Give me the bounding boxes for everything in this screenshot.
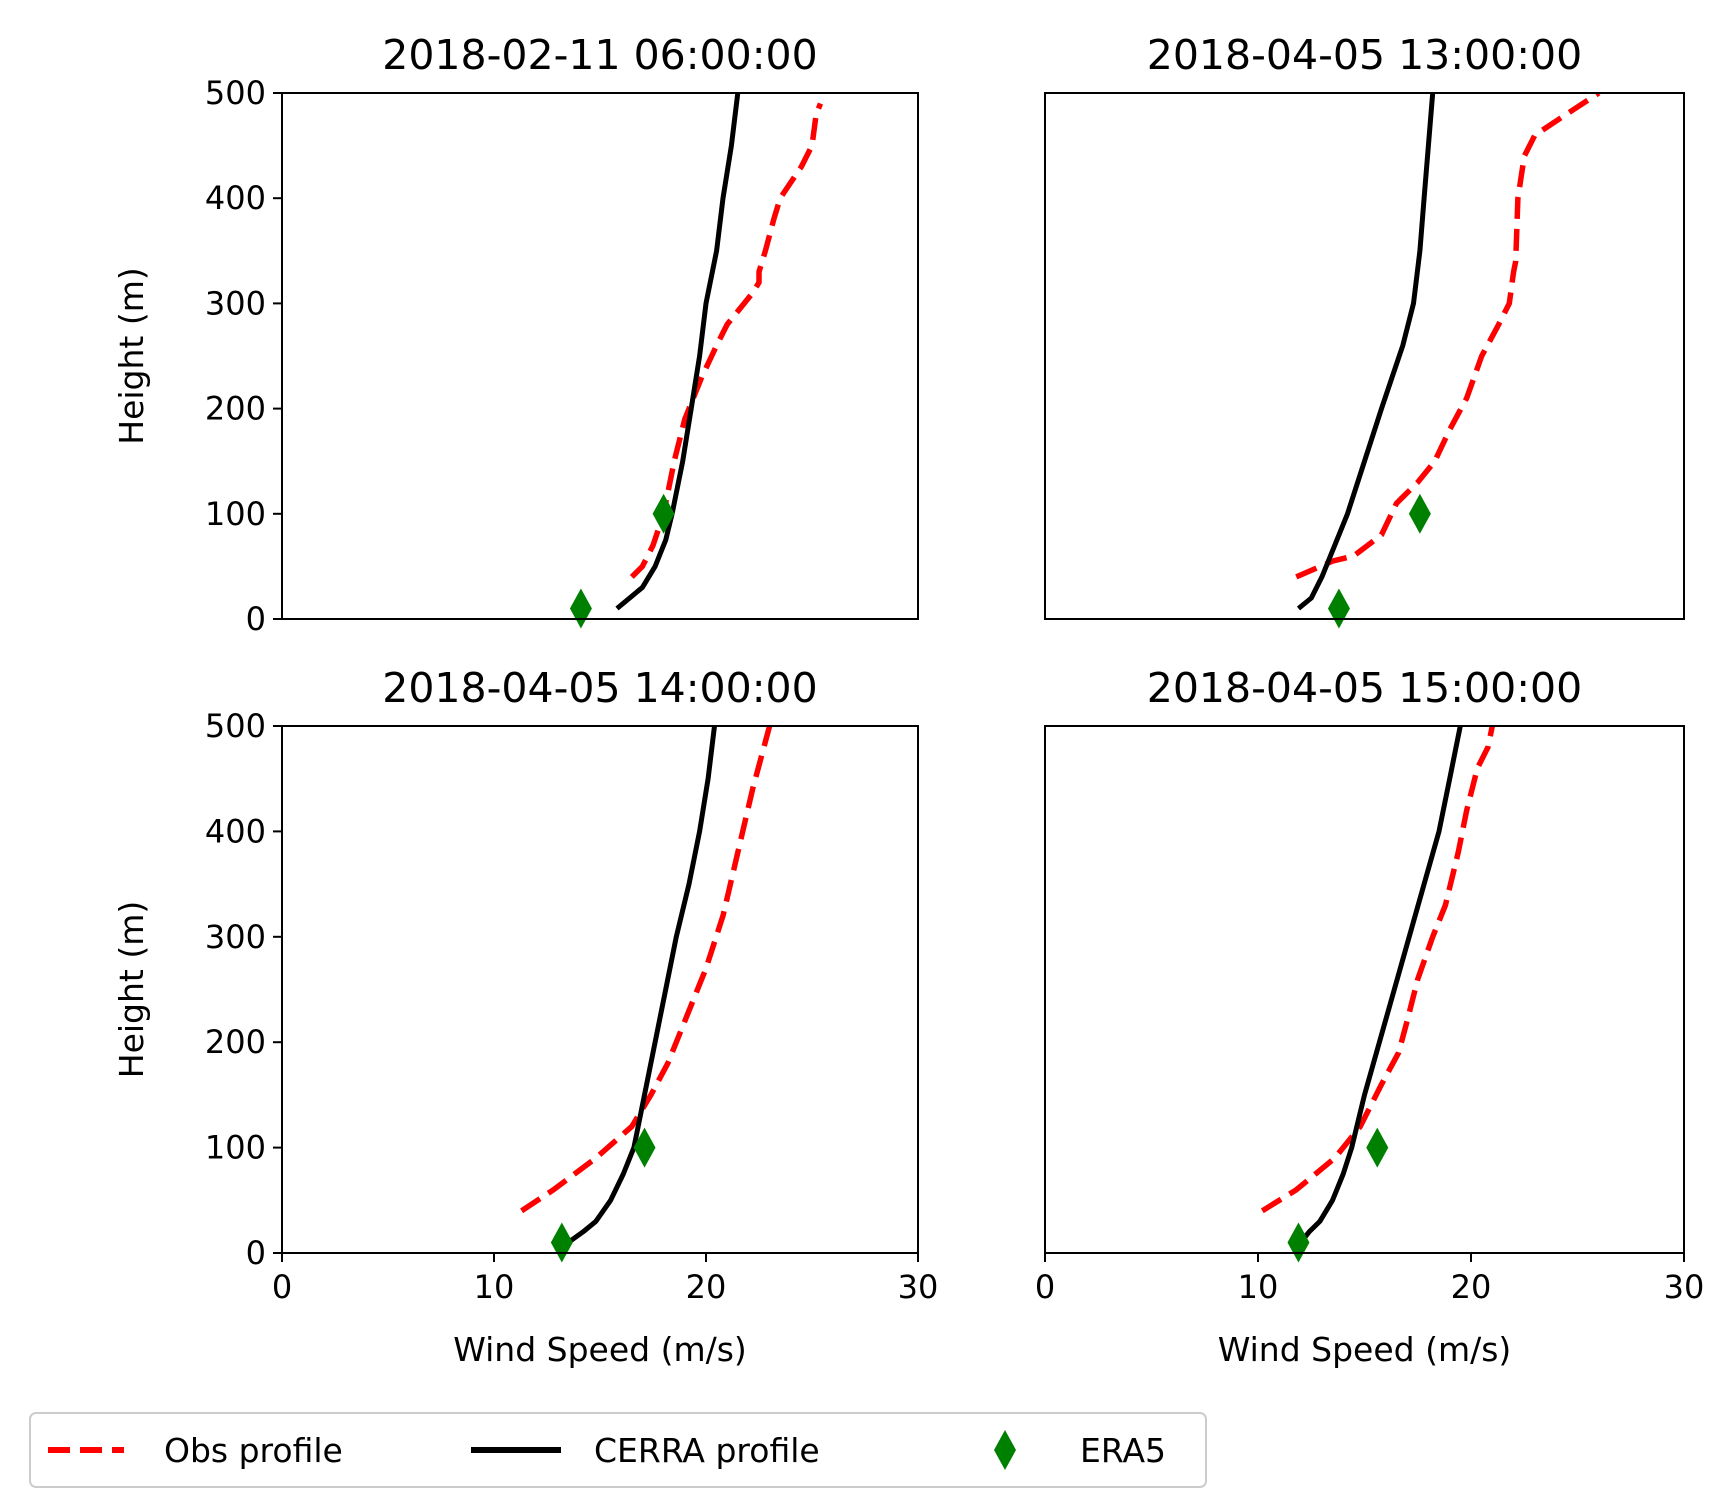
x-axis-label: Wind Speed (m/s) xyxy=(1218,1330,1512,1369)
y-tick-label: 300 xyxy=(205,918,266,956)
y-tick-label: 400 xyxy=(205,812,266,850)
subplot-2: 2018-04-05 13:00:00 xyxy=(1044,31,1685,629)
legend-era5-label: ERA5 xyxy=(1080,1431,1166,1470)
subplot-4: 2018-04-05 15:00:00 0 10 20 30 Wind Speed (m/… xyxy=(1035,664,1705,1369)
x-tick-label: 0 xyxy=(272,1268,292,1306)
cerra-profile-line xyxy=(615,93,741,611)
legend-frame xyxy=(29,1412,1207,1488)
x-tick-label: 30 xyxy=(1664,1268,1705,1306)
y-axis-label: Height (m) xyxy=(112,267,151,444)
x-tick-label: 0 xyxy=(1035,1268,1055,1306)
x-tick-label: 30 xyxy=(898,1268,939,1306)
legend: Obs profile CERRA profile ERA5 xyxy=(29,1412,1207,1488)
era5-marker xyxy=(1366,1127,1389,1168)
legend-cerra-label: CERRA profile xyxy=(594,1431,820,1470)
cerra-profile-line xyxy=(1296,93,1436,611)
plot-area xyxy=(520,726,773,1245)
plot-area xyxy=(1260,726,1495,1245)
y-tick-label: 100 xyxy=(205,495,266,533)
y-tick-label: 0 xyxy=(246,600,266,638)
y-tick-label: 500 xyxy=(205,707,266,745)
subplot-title: 2018-04-05 13:00:00 xyxy=(1147,31,1582,79)
obs-profile-line xyxy=(1260,726,1495,1214)
legend-obs-label: Obs profile xyxy=(164,1431,343,1470)
axes-frame xyxy=(281,92,919,620)
x-tick-label: 10 xyxy=(1238,1268,1279,1306)
y-tick-label: 100 xyxy=(205,1129,266,1167)
axes-frame xyxy=(1044,92,1685,620)
y-axis-label: Height (m) xyxy=(112,901,151,1078)
subplot-title: 2018-02-11 06:00:00 xyxy=(382,31,817,79)
subplot-1: 2018-02-11 06:00:00 0 100 200 300 400 500 Heigh… xyxy=(112,31,919,638)
y-tick-label: 400 xyxy=(205,179,266,217)
x-tick-label: 20 xyxy=(1451,1268,1492,1306)
legend-era5-marker xyxy=(994,1430,1016,1470)
subplot-3: 2018-04-05 14:00:00 0 100 200 300 400 500 0 10 20… xyxy=(112,664,938,1369)
x-tick-label: 20 xyxy=(686,1268,727,1306)
y-tick-label: 300 xyxy=(205,284,266,322)
x-axis-label: Wind Speed (m/s) xyxy=(453,1330,747,1369)
y-tick-label: 200 xyxy=(205,390,266,428)
y-tick-label: 200 xyxy=(205,1023,266,1061)
axes-frame xyxy=(1044,725,1685,1254)
axes-frame xyxy=(281,725,919,1254)
y-tick-label: 500 xyxy=(205,74,266,112)
cerra-profile-line xyxy=(566,726,717,1245)
subplot-grid: 2018-02-11 06:00:000100200300400500Heigh… xyxy=(112,31,1704,1369)
era5-marker xyxy=(1408,493,1431,534)
plot-area xyxy=(1295,93,1601,611)
obs-profile-line xyxy=(520,726,773,1214)
era5-marker xyxy=(652,493,675,534)
subplot-title: 2018-04-05 15:00:00 xyxy=(1147,664,1582,712)
y-tick-label: 0 xyxy=(246,1234,266,1272)
cerra-profile-line xyxy=(1298,726,1463,1245)
subplot-title: 2018-04-05 14:00:00 xyxy=(382,664,817,712)
era5-marker xyxy=(633,1127,656,1168)
obs-profile-line xyxy=(1295,93,1601,580)
x-tick-label: 10 xyxy=(474,1268,515,1306)
